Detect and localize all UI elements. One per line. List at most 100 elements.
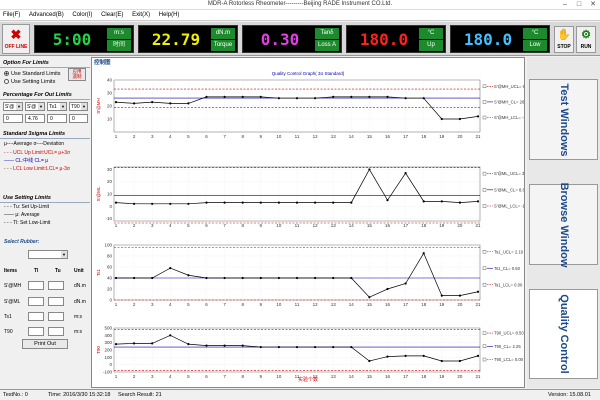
x-tick-label-2-1: 1 (115, 302, 118, 307)
tu-input-t90[interactable] (48, 327, 64, 336)
x-tick-label-3-7: 7 (223, 374, 226, 379)
menu-exit[interactable]: Exit(X) (132, 12, 151, 18)
pct-value-2[interactable]: 4.76 (25, 114, 45, 123)
offline-x-icon: ✖ (10, 27, 22, 42)
pct-select-4[interactable]: T90 ▼ (69, 102, 88, 111)
data-point-3-17 (404, 354, 407, 357)
tu-input-ml[interactable] (48, 297, 64, 306)
tu-input-mh[interactable] (48, 281, 64, 290)
pct-value-4[interactable]: 0 (69, 114, 88, 123)
upper-temp-unit: °C (419, 28, 443, 39)
menu-clear[interactable]: Clear(E) (101, 12, 124, 18)
percentage-title: Percentage For Out Limits (0, 91, 90, 100)
rubber-select[interactable]: ▼ (28, 250, 68, 259)
x-tick-label-2-11: 11 (295, 302, 300, 307)
print-button[interactable]: Print Out (22, 339, 68, 349)
x-tick-label-2-6: 6 (205, 302, 208, 307)
x-tick-label-3-3: 3 (151, 374, 154, 379)
upper-temp-label: Up (419, 40, 443, 51)
sigma-desc: μ----Average σ----Deviation (4, 141, 65, 147)
tab-test-windows[interactable]: Test Windows (529, 79, 598, 160)
x-tick-label-1-3: 3 (151, 223, 154, 228)
apply-button[interactable]: 应用 遥制 (68, 68, 86, 81)
x-tick-label-1-8: 8 (241, 223, 244, 228)
tab-browse-window[interactable]: Browse Window (529, 182, 598, 267)
y-tick-label-3-0: 0 (109, 362, 112, 367)
data-point-3-10 (277, 345, 280, 349)
minimize-icon[interactable]: – (563, 1, 567, 8)
data-point-1-1 (114, 201, 118, 204)
tl-input-ml[interactable] (28, 297, 44, 306)
data-point-1-17 (404, 172, 407, 175)
y-tick-label-3-100: 100 (104, 355, 112, 360)
offline-label: OFF LINE (4, 44, 28, 50)
row-unit-ml: dN.m (74, 299, 86, 305)
data-point-3-6 (205, 344, 208, 347)
radio-standard[interactable]: Use Standard Limits (0, 70, 90, 78)
x-tick-label-2-17: 17 (403, 302, 409, 307)
x-tick-label-2-10: 10 (276, 302, 282, 307)
lower-temp-label: Low (523, 40, 547, 51)
data-point-2-10 (277, 276, 280, 280)
close-icon[interactable]: ✕ (590, 1, 596, 8)
menu-color[interactable]: Color(I) (72, 12, 93, 18)
tl-input-t90[interactable] (28, 327, 44, 336)
x-tick-label-3-16: 16 (385, 374, 391, 379)
data-point-3-20 (458, 359, 461, 363)
tu-input-ts1[interactable] (48, 312, 64, 321)
pct-select-3[interactable]: Ts1 ▼ (47, 102, 67, 111)
x-tick-label-0-17: 17 (403, 134, 409, 139)
upper-temp-value: 180.0 (359, 30, 409, 49)
x-tick-label-2-16: 16 (385, 302, 391, 307)
table-header-unit: Unit (74, 268, 84, 274)
legend-checkbox-0-2 (482, 115, 487, 120)
y-tick-label-0-10: 10 (107, 117, 113, 122)
legend-label-0-2: S'@MH_LCL= -10.33 (494, 115, 524, 120)
chart-tab-label[interactable]: 控制图 (94, 60, 111, 66)
data-point-0-2 (133, 102, 136, 105)
row-unit-mh: dN.m (74, 283, 86, 289)
y-tick-label-1-0: 0 (109, 204, 112, 209)
tab-quality-control[interactable]: Quality Control (529, 289, 598, 379)
x-tick-label-0-16: 16 (385, 134, 391, 139)
x-tick-label-1-11: 11 (295, 223, 300, 228)
lcl-legend: - - - LCL Low Limit:LCL= μ-3σ (4, 166, 70, 173)
legend-label-1-0: S'@ML_UCL= 31.42 (494, 171, 524, 176)
stop-button[interactable]: ✋ STOP (554, 26, 574, 53)
run-button[interactable]: ⚙ RUN (576, 26, 596, 53)
tl-legend: - - - Tl: Set Low-Limit (4, 220, 50, 227)
menu-advanced[interactable]: Advanced(B) (29, 12, 64, 18)
maximize-icon[interactable]: □ (576, 1, 582, 8)
upper-temp-display: 180.0 °C Up (346, 25, 446, 53)
tl-input-ts1[interactable] (28, 312, 44, 321)
data-point-2-11 (295, 276, 299, 280)
data-point-1-18 (422, 200, 425, 203)
data-point-1-4 (169, 202, 172, 205)
menu-help[interactable]: Help(H) (158, 12, 180, 18)
menu-file[interactable]: File(F) (3, 12, 21, 18)
legend-checkbox-3-1 (482, 344, 487, 348)
x-tick-label-2-9: 9 (260, 302, 263, 307)
y-tick-label-2-20: 20 (107, 287, 113, 292)
pct-select-1[interactable]: S'@ ▼ (3, 102, 23, 111)
x-tick-label-3-18: 18 (421, 374, 427, 379)
y-tick-label-2-80: 80 (107, 254, 113, 259)
pct-select-2[interactable]: S'@ ▼ (25, 102, 45, 111)
radio-setting[interactable]: Use Setting Limits (0, 78, 90, 86)
loss-display: 0.30 Tanδ Loss A (242, 25, 342, 53)
x-tick-label-3-12: 12 (313, 374, 319, 379)
data-point-1-6 (205, 201, 208, 204)
x-tick-label-0-10: 10 (276, 134, 282, 139)
y-tick-label-2-40: 40 (107, 276, 113, 281)
torque-label: Torque (211, 40, 235, 51)
chart-title: Quality Control Graph( 3σ Standard) (272, 71, 345, 76)
data-point-3-7 (223, 344, 226, 347)
pct-value-3[interactable]: 0 (47, 114, 67, 123)
tl-input-mh[interactable] (28, 281, 44, 290)
x-tick-label-3-2: 2 (133, 374, 136, 379)
legend-checkbox-2-1 (482, 266, 487, 270)
x-tick-label-0-1: 1 (115, 134, 118, 139)
x-tick-label-3-1: 1 (115, 374, 118, 379)
offline-button[interactable]: ✖ OFF LINE (2, 24, 30, 54)
pct-value-1[interactable]: 0 (3, 114, 23, 123)
